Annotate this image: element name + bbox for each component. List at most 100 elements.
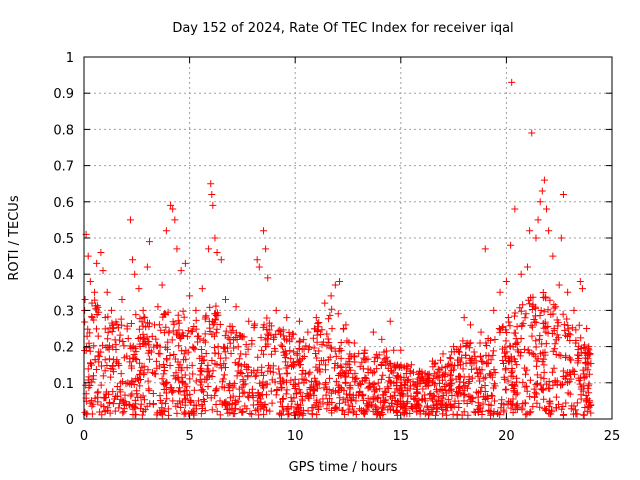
data-point [167,201,175,209]
data-point [468,355,476,363]
data-point [116,331,124,339]
data-point [250,324,258,332]
data-point [480,375,488,383]
data-point [479,400,487,408]
data-point [325,315,333,323]
data-point [499,323,507,331]
data-point [92,325,100,333]
data-point [565,378,573,386]
data-point [587,409,595,417]
data-point [93,302,101,310]
data-point [117,379,125,387]
data-point [251,320,259,328]
data-point [340,370,348,378]
data-point [216,411,224,419]
data-point [200,336,208,344]
data-point [226,339,234,347]
data-point [120,342,128,350]
data-point [407,392,415,400]
data-point [552,351,560,359]
data-point [398,390,406,398]
data-point [84,325,92,333]
data-point [540,324,548,332]
data-point [251,372,259,380]
data-point [328,325,336,333]
data-point [559,310,567,318]
data-point [245,317,253,325]
data-point [91,356,99,364]
data-point [111,336,119,344]
data-point [539,294,547,302]
data-point [126,380,134,388]
data-point [198,345,206,353]
data-point [280,348,288,356]
data-point [180,410,188,418]
data-point [97,401,105,409]
data-point [344,408,352,416]
data-point [550,364,558,372]
data-point [381,397,389,405]
data-point [540,375,548,383]
data-point [468,374,476,382]
data-point [283,386,291,394]
data-point [144,366,152,374]
data-point [83,332,91,340]
data-point [327,292,335,300]
data-point [275,365,283,373]
data-point [562,352,570,360]
data-point [537,381,545,389]
data-point [540,395,548,403]
data-point [520,345,528,353]
data-point [513,361,521,369]
data-point [160,386,168,394]
data-point [212,302,220,310]
data-point [357,381,365,389]
y-tick-label: 0.7 [53,160,74,175]
data-point [105,355,113,363]
data-point [542,328,550,336]
data-point [522,310,530,318]
data-point [479,358,487,366]
data-point [308,410,316,418]
data-point [548,368,556,376]
data-point [135,325,143,333]
data-point [527,408,535,416]
data-point [386,378,394,386]
data-point [498,324,506,332]
data-point [402,378,410,386]
data-point [277,398,285,406]
data-point [439,350,447,358]
data-point [254,353,262,361]
data-point [291,375,299,383]
data-point [510,355,518,363]
data-point [284,411,292,419]
x-tick-label: 25 [604,429,621,444]
data-point [534,216,542,224]
data-point [219,375,227,383]
data-point [234,343,242,351]
data-point [302,376,310,384]
data-point [390,346,398,354]
data-point [563,315,571,323]
y-tick-label: 0.9 [53,87,74,102]
data-point [207,180,215,188]
data-point [533,399,541,407]
data-point [267,387,275,395]
data-point [357,406,365,414]
data-point [173,245,181,253]
data-point [124,334,132,342]
data-point [283,370,291,378]
data-point [161,408,169,416]
data-point [213,385,221,393]
data-point [437,397,445,405]
data-point [223,406,231,414]
data-point [85,373,93,381]
data-point [290,348,298,356]
data-point [149,368,157,376]
data-point [88,314,96,322]
data-point [220,371,228,379]
data-point [150,369,158,377]
data-point [258,381,266,389]
data-point [580,411,588,419]
data-point [296,356,304,364]
